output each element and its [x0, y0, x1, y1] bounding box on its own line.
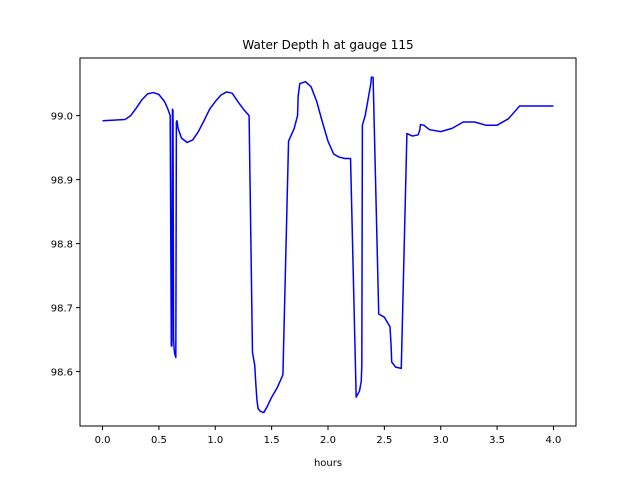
- plot-area: [102, 76, 554, 414]
- y-tick-label: 98.7: [51, 304, 73, 315]
- x-tick-label: 2.0: [320, 435, 336, 446]
- y-tick-label: 98.9: [51, 176, 73, 187]
- x-tick-label: 2.5: [376, 435, 392, 446]
- x-tick-label: 1.5: [264, 435, 280, 446]
- y-tick-label: 99.0: [51, 112, 73, 123]
- x-tick-label: 0.5: [151, 435, 167, 446]
- y-tick-label: 98.8: [51, 240, 73, 251]
- x-tick-label: 0.0: [95, 435, 111, 446]
- y-tick-label: 98.6: [51, 368, 73, 379]
- series-line: [102, 76, 554, 414]
- chart-title: Water Depth h at gauge 115: [242, 38, 413, 52]
- x-axis-label: hours: [314, 458, 342, 469]
- x-axis: 0.0 0.5 1.0 1.5 2.0 2.5 3.0 3.5 4.0: [95, 426, 562, 446]
- x-tick-label: 1.0: [207, 435, 223, 446]
- x-tick-label: 3.5: [489, 435, 505, 446]
- x-tick-label: 4.0: [546, 435, 562, 446]
- y-axis: 98.6 98.7 98.8 98.9 99.0: [51, 112, 80, 379]
- x-tick-label: 3.0: [433, 435, 449, 446]
